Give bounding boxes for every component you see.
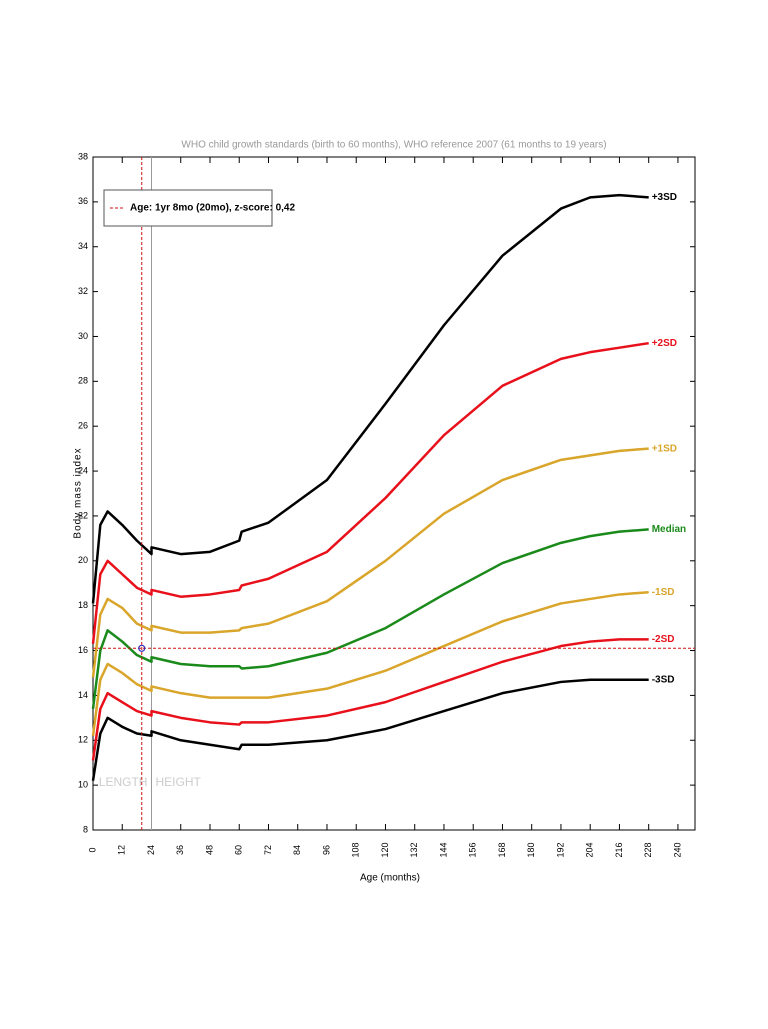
y-tick-label: 36 [78,196,88,206]
x-tick-label: 96 [321,845,331,855]
x-tick-label: 60 [234,845,244,855]
x-axis-label: Age (months) [360,873,420,884]
x-tick-label: 120 [380,842,390,857]
series-label: -2SD [652,634,675,645]
series-line [91,447,649,678]
x-tick-label: 156 [468,842,478,857]
annotation: HEIGHT [155,775,201,789]
series-line [91,341,649,644]
series-label: -3SD [652,674,675,685]
y-axis-label: Body mass index [73,447,84,538]
series-label: +2SD [652,338,677,349]
y-tick-label: 14 [78,690,88,700]
y-tick-label: 32 [78,286,88,296]
x-tick-label: 204 [585,842,595,857]
x-tick-label: 240 [672,842,682,857]
y-tick-label: 16 [78,645,88,655]
annotation: LENGTH [99,775,148,789]
series-line [91,638,649,761]
x-tick-label: 24 [146,845,156,855]
x-tick-label: 84 [292,845,302,855]
y-tick-label: 22 [78,510,88,520]
x-tick-label: 36 [175,845,185,855]
y-tick-label: 24 [78,465,88,475]
x-tick-label: 228 [643,842,653,857]
x-tick-label: 48 [204,845,214,855]
x-tick-label: 0 [87,847,97,852]
x-tick-label: 108 [351,842,361,857]
plot-frame [92,156,696,831]
x-tick-label: 216 [614,842,624,857]
x-tick-label: 12 [117,845,127,855]
y-tick-label: 12 [78,735,88,745]
x-tick-label: 72 [263,845,273,855]
y-tick-label: 34 [78,241,88,251]
x-tick-label: 144 [438,842,448,857]
x-tick-label: 180 [526,842,536,857]
series-line [91,590,649,736]
marker-point [138,644,146,652]
y-tick-label: 28 [78,376,88,386]
chart-title: WHO child growth standards (birth to 60 … [181,140,606,151]
y-tick-label: 30 [78,331,88,341]
y-tick-label: 20 [78,555,88,565]
legend-box [103,189,273,227]
series-line [91,528,649,710]
x-tick-label: 192 [555,842,565,857]
series-label: Median [652,524,686,535]
series-label: +1SD [652,443,677,454]
y-tick-label: 26 [78,421,88,431]
series-label: -1SD [652,587,675,598]
series-line [91,678,649,781]
x-tick-label: 168 [497,842,507,857]
y-tick-label: 8 [83,824,88,834]
legend-label: Age: 1yr 8mo (20mo), z-score: 0,42 [130,203,295,214]
y-tick-label: 38 [78,151,88,161]
x-tick-label: 132 [409,842,419,857]
series-line [91,193,649,604]
y-tick-label: 10 [78,780,88,790]
series-label: +3SD [652,192,677,203]
y-tick-label: 18 [78,600,88,610]
